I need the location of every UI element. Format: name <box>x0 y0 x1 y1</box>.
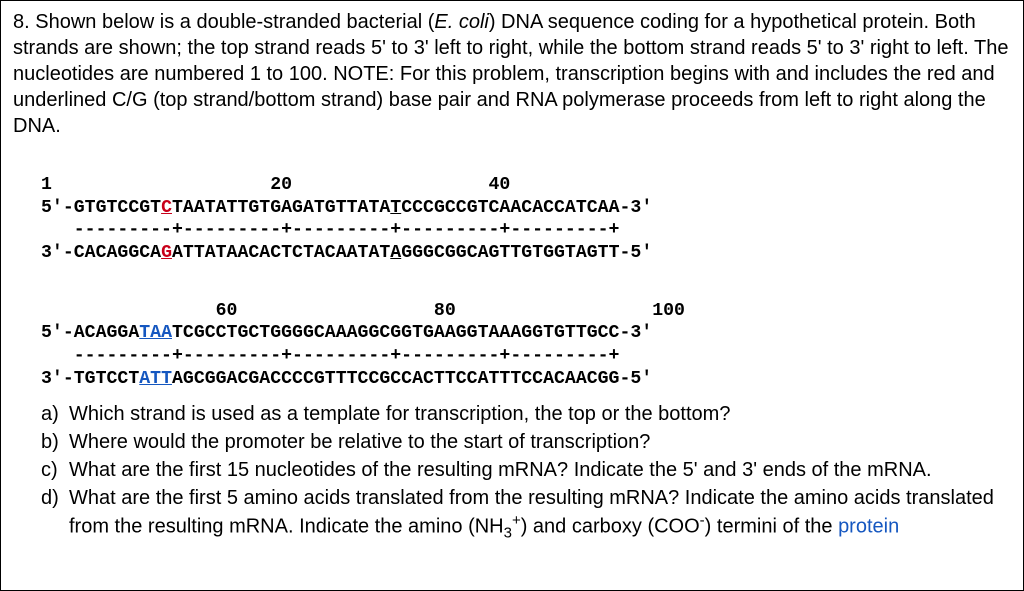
question-a: a) Which strand is used as a template fo… <box>41 401 1011 427</box>
blue-taa: TAA <box>139 323 172 343</box>
organism-name: E. coli <box>434 11 488 33</box>
ul-t: T <box>390 198 401 218</box>
problem-intro: 8. Shown below is a double-stranded bact… <box>13 9 1011 139</box>
red-g: G <box>161 243 172 263</box>
protein-word: protein <box>838 515 899 537</box>
ticks-1: ---------+---------+---------+---------+… <box>41 220 619 240</box>
question-b: b) Where would the promoter be relative … <box>41 429 1011 455</box>
label-c: c) <box>41 457 69 483</box>
ruler-2: 60 80 100 <box>41 301 685 321</box>
bottom-strand-2: 3'-TGTCCTATTAGCGGACGACCCCGTTTCCGCCACTTCC… <box>41 369 652 389</box>
ul-a: A <box>390 243 401 263</box>
problem-number: 8. <box>13 11 30 33</box>
text-c: What are the first 15 nucleotides of the… <box>69 457 1011 483</box>
ruler-1: 1 20 40 <box>41 175 510 195</box>
bottom-strand-1: 3'-CACAGGCAGATTATAACACTCTACAATATAGGGCGGC… <box>41 243 652 263</box>
top-strand-1: 5'-GTGTCCGTCTAATATTGTGAGATGTTATATCCCGCCG… <box>41 198 652 218</box>
sequence-block-2: 60 80 100 5'-ACAGGATAATCGCCTGCTGGGGCAAAG… <box>41 277 1011 391</box>
question-d: d) What are the first 5 amino acids tran… <box>41 485 1011 543</box>
top-strand-2: 5'-ACAGGATAATCGCCTGCTGGGGCAAAGGCGGTGAAGG… <box>41 323 652 343</box>
label-a: a) <box>41 401 69 427</box>
label-d: d) <box>41 485 69 543</box>
label-b: b) <box>41 429 69 455</box>
text-b: Where would the promoter be relative to … <box>69 429 1011 455</box>
ticks-2: ---------+---------+---------+---------+… <box>41 346 619 366</box>
questions-block: a) Which strand is used as a template fo… <box>41 401 1011 543</box>
blue-att: ATT <box>139 369 172 389</box>
text-d: What are the first 5 amino acids transla… <box>69 485 1011 543</box>
red-c: C <box>161 198 172 218</box>
text-a: Which strand is used as a template for t… <box>69 401 1011 427</box>
intro-p1: Shown below is a double-stranded bacteri… <box>35 11 434 33</box>
question-c: c) What are the first 15 nucleotides of … <box>41 457 1011 483</box>
sequence-block-1: 1 20 40 5'-GTGTCCGTCTAATATTGTGAGATGTTATA… <box>41 151 1011 265</box>
